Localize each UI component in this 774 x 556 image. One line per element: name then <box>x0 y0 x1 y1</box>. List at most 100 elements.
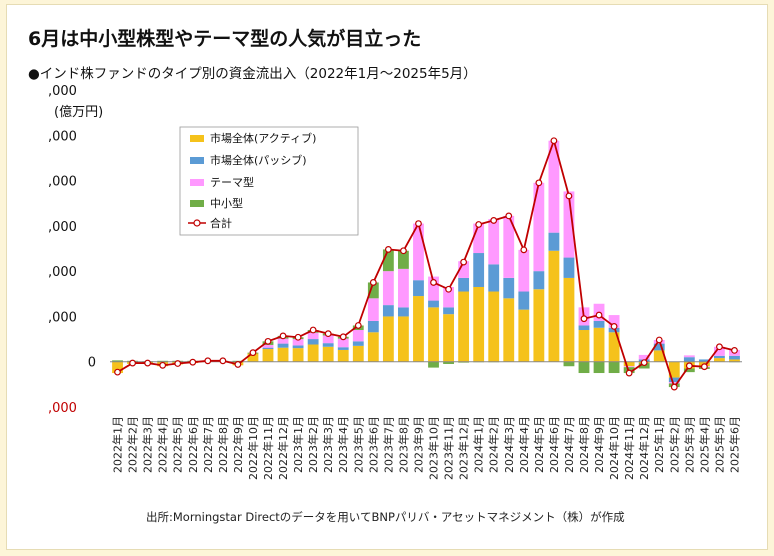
x-tick-label-21: 2023年10月 <box>427 416 441 480</box>
bar-passive-40 <box>714 355 725 359</box>
bar-passive-22 <box>443 307 454 315</box>
bar-active-29 <box>548 250 560 362</box>
total-point-29 <box>550 137 558 145</box>
bar-theme-27 <box>518 249 530 292</box>
total-point-5 <box>189 358 197 366</box>
total-point-33 <box>610 322 618 330</box>
bar-passive-18 <box>382 305 394 317</box>
x-tick-label-12: 2023年1月 <box>291 416 305 473</box>
bar-theme-18 <box>382 271 394 306</box>
bar-active-0 <box>112 361 123 374</box>
legend-label-small: 中小型 <box>210 196 243 210</box>
bar-passive-27 <box>518 291 530 310</box>
x-tick-label-38: 2025年3月 <box>682 416 696 473</box>
bar-active-10 <box>262 349 274 362</box>
total-point-12 <box>294 333 302 341</box>
bar-active-31 <box>578 330 590 362</box>
bar-passive-12 <box>292 345 304 349</box>
total-point-21 <box>430 279 437 286</box>
bar-theme-35 <box>638 354 650 360</box>
bar-theme-29 <box>548 140 560 233</box>
y-unit-label: (億万円) <box>54 104 103 120</box>
bar-active-32 <box>593 327 605 362</box>
x-tick-label-1: 2022年2月 <box>126 416 140 473</box>
x-tick-label-37: 2025年2月 <box>667 416 681 473</box>
bar-passive-15 <box>337 347 349 350</box>
total-point-37 <box>670 383 678 391</box>
y-axis-ticks: ,000 ,000 ,000 ,000 ,000 ,000 0 ,000 <box>48 84 96 416</box>
bar-active-9 <box>247 353 259 362</box>
bar-theme-16 <box>352 330 364 342</box>
x-tick-label-19: 2023年8月 <box>396 416 410 473</box>
x-tick-label-25: 2024年2月 <box>487 416 501 473</box>
legend-label-total: 合計 <box>210 216 232 230</box>
x-tick-label-29: 2024年6月 <box>547 416 561 473</box>
bar-passive-31 <box>578 325 590 331</box>
x-tick-label-24: 2024年1月 <box>472 416 486 473</box>
x-tick-label-36: 2025年1月 <box>652 416 666 473</box>
legend-label-theme: テーマ型 <box>210 175 254 189</box>
total-point-40 <box>716 343 723 351</box>
bar-passive-19 <box>398 307 409 317</box>
total-point-35 <box>640 359 648 367</box>
bar-small-19 <box>398 250 409 269</box>
x-tick-label-23: 2023年12月 <box>457 416 471 480</box>
bar-passive-11 <box>277 343 289 348</box>
x-tick-label-10: 2022年11月 <box>261 416 275 480</box>
total-point-7 <box>219 357 227 365</box>
legend-swatch-small <box>190 200 204 207</box>
y-tick-label-4: ,000 <box>48 265 77 280</box>
bar-theme-13 <box>307 332 319 340</box>
y-tick-label-6: 0 <box>88 356 96 371</box>
total-point-6 <box>204 357 212 365</box>
legend-label-passive: 市場全体(パッシブ) <box>210 153 307 167</box>
x-tick-label-35: 2024年12月 <box>637 416 651 480</box>
legend: 市場全体(アクティブ) 市場全体(パッシブ) テーマ型 中小型 合計 <box>179 126 359 236</box>
x-tick-label-5: 2022年6月 <box>186 416 200 473</box>
total-point-3 <box>159 361 167 369</box>
bar-passive-17 <box>367 320 379 333</box>
bar-passive-38 <box>683 357 695 362</box>
bar-passive-36 <box>653 343 665 351</box>
bar-active-33 <box>608 332 620 362</box>
x-tick-label-22: 2023年11月 <box>442 416 456 480</box>
bar-passive-14 <box>322 343 334 347</box>
x-tick-label-27: 2024年4月 <box>517 416 531 473</box>
total-point-24 <box>475 221 483 228</box>
legend-swatch-active <box>190 135 204 142</box>
x-tick-label-14: 2023年3月 <box>321 416 335 473</box>
x-tick-label-3: 2022年4月 <box>156 416 170 473</box>
bar-small-31 <box>578 361 590 374</box>
chart-subtitle: ●インド株ファンドのタイプ別の資金流出入（2022年1月～2025年5月） <box>28 66 477 82</box>
total-point-18 <box>384 246 392 253</box>
bar-theme-22 <box>443 286 454 308</box>
bar-passive-24 <box>473 253 485 287</box>
bar-passive-21 <box>428 300 439 308</box>
total-point-23 <box>460 258 468 266</box>
bar-theme-30 <box>563 191 575 258</box>
x-tick-label-31: 2024年8月 <box>577 416 591 473</box>
bar-active-41 <box>729 359 740 362</box>
bar-active-40 <box>714 358 725 362</box>
total-point-32 <box>595 311 603 319</box>
x-axis-labels: 2022年1月 2022年2月 2022年3月 2022年4月 2022年5月 2022年… <box>111 416 742 480</box>
x-tick-label-0: 2022年1月 <box>111 416 125 473</box>
bars-layer <box>112 140 740 388</box>
bar-small-38 <box>683 368 695 373</box>
total-point-31 <box>580 315 588 323</box>
total-point-36 <box>655 336 663 344</box>
bar-small-18 <box>382 249 394 272</box>
x-tick-label-33: 2024年10月 <box>607 416 621 480</box>
x-tick-label-30: 2024年7月 <box>562 416 576 473</box>
bar-theme-23 <box>458 261 470 278</box>
bar-theme-19 <box>398 268 409 308</box>
bar-active-30 <box>563 277 575 362</box>
bar-theme-33 <box>608 315 620 328</box>
bar-theme-12 <box>292 339 304 346</box>
total-point-2 <box>144 359 152 367</box>
bar-passive-28 <box>533 271 545 290</box>
bar-active-27 <box>518 309 530 362</box>
bar-theme-25 <box>488 219 500 265</box>
bar-theme-24 <box>473 223 485 254</box>
bar-theme-34 <box>623 366 635 368</box>
